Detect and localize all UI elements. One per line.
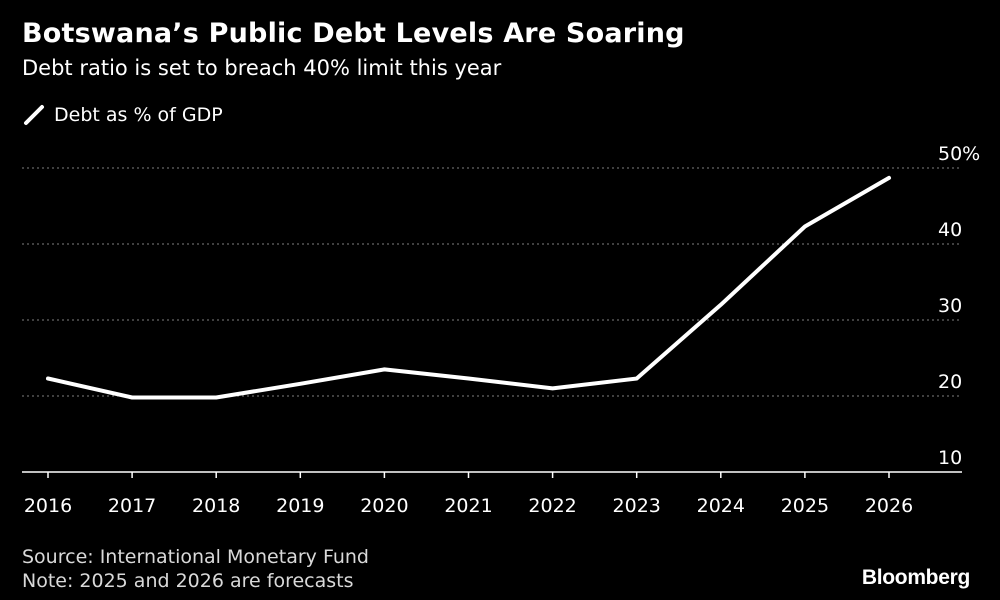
x-tick-label-2023: 2023 [613,495,661,517]
legend-line-swatch [24,105,44,125]
y-tick-label-10: 10 [938,447,962,469]
x-tick-label-2022: 2022 [528,495,576,517]
x-tick-label-2026: 2026 [865,495,913,517]
legend-label: Debt as % of GDP [54,104,223,126]
y-tick-label-40: 40 [938,219,962,241]
chart-title: Botswana’s Public Debt Levels Are Soarin… [22,18,685,49]
x-tick-label-2021: 2021 [444,495,492,517]
forecast-note: Note: 2025 and 2026 are forecasts [22,570,354,592]
x-tick-label-2020: 2020 [360,495,408,517]
x-tick-label-2018: 2018 [192,495,240,517]
x-tick-label-2017: 2017 [108,495,156,517]
chart-subtitle: Debt ratio is set to breach 40% limit th… [22,56,502,80]
x-tick-label-2025: 2025 [781,495,829,517]
y-tick-label-30: 30 [938,295,962,317]
series-line-0 [46,175,891,400]
x-tick-label-2024: 2024 [697,495,745,517]
x-tick-label-2019: 2019 [276,495,324,517]
legend: Debt as % of GDP [22,100,223,130]
y-tick-label-50: 50% [938,143,980,165]
bloomberg-logo: Bloomberg [861,566,970,589]
source-note: Source: International Monetary Fund [22,546,369,568]
y-tick-label-20: 20 [938,371,962,393]
x-tick-label-2016: 2016 [24,495,72,517]
